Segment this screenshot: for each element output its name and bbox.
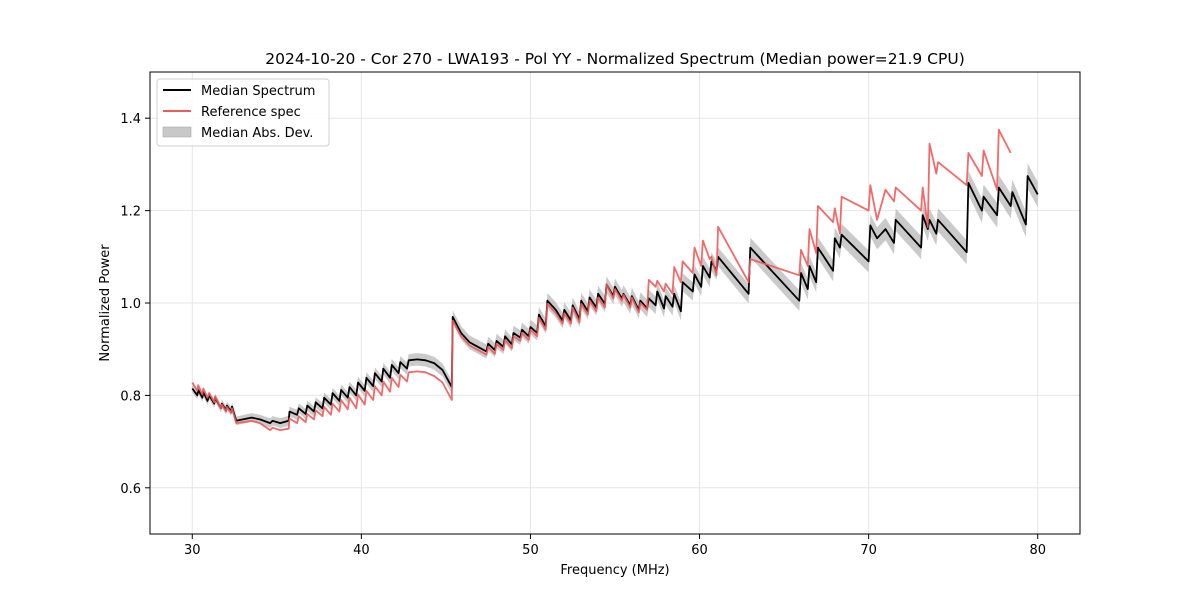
reference-spec-line	[191, 128, 1012, 432]
legend-box	[156, 78, 330, 147]
y-axis-label: Normalized Power	[98, 244, 113, 362]
x-tick-label: 80	[1029, 543, 1046, 558]
x-tick-label: 70	[860, 543, 877, 558]
y-axis-ticks: 0.6 0.8 1.0 1.2 1.4	[120, 112, 150, 497]
x-axis-label: Frequency (MHz)	[560, 563, 669, 578]
y-tick-label: 1.4	[120, 112, 141, 127]
series-lines	[191, 128, 1039, 432]
x-tick-label: 60	[691, 543, 708, 558]
legend-label-median: Median Spectrum	[201, 84, 315, 99]
median-spectrum-line	[191, 175, 1039, 425]
x-tick-label: 40	[353, 543, 370, 558]
legend-swatch-mad	[162, 126, 192, 138]
x-axis-ticks: 30 40 50 60 70 80	[184, 534, 1046, 558]
y-tick-label: 1.0	[120, 297, 141, 312]
mad-band	[192, 163, 1038, 428]
legend-label-mad: Median Abs. Dev.	[201, 126, 313, 141]
chart-title: 2024-10-20 - Cor 270 - LWA193 - Pol YY -…	[265, 50, 965, 68]
y-tick-label: 1.2	[120, 205, 141, 220]
y-tick-label: 0.6	[120, 482, 141, 497]
x-tick-label: 30	[184, 543, 201, 558]
legend: Median Spectrum Reference spec Median Ab…	[156, 78, 330, 147]
x-tick-label: 50	[522, 543, 539, 558]
mad-band-area	[192, 163, 1038, 428]
y-tick-label: 0.8	[120, 389, 141, 404]
legend-label-reference: Reference spec	[201, 105, 301, 120]
